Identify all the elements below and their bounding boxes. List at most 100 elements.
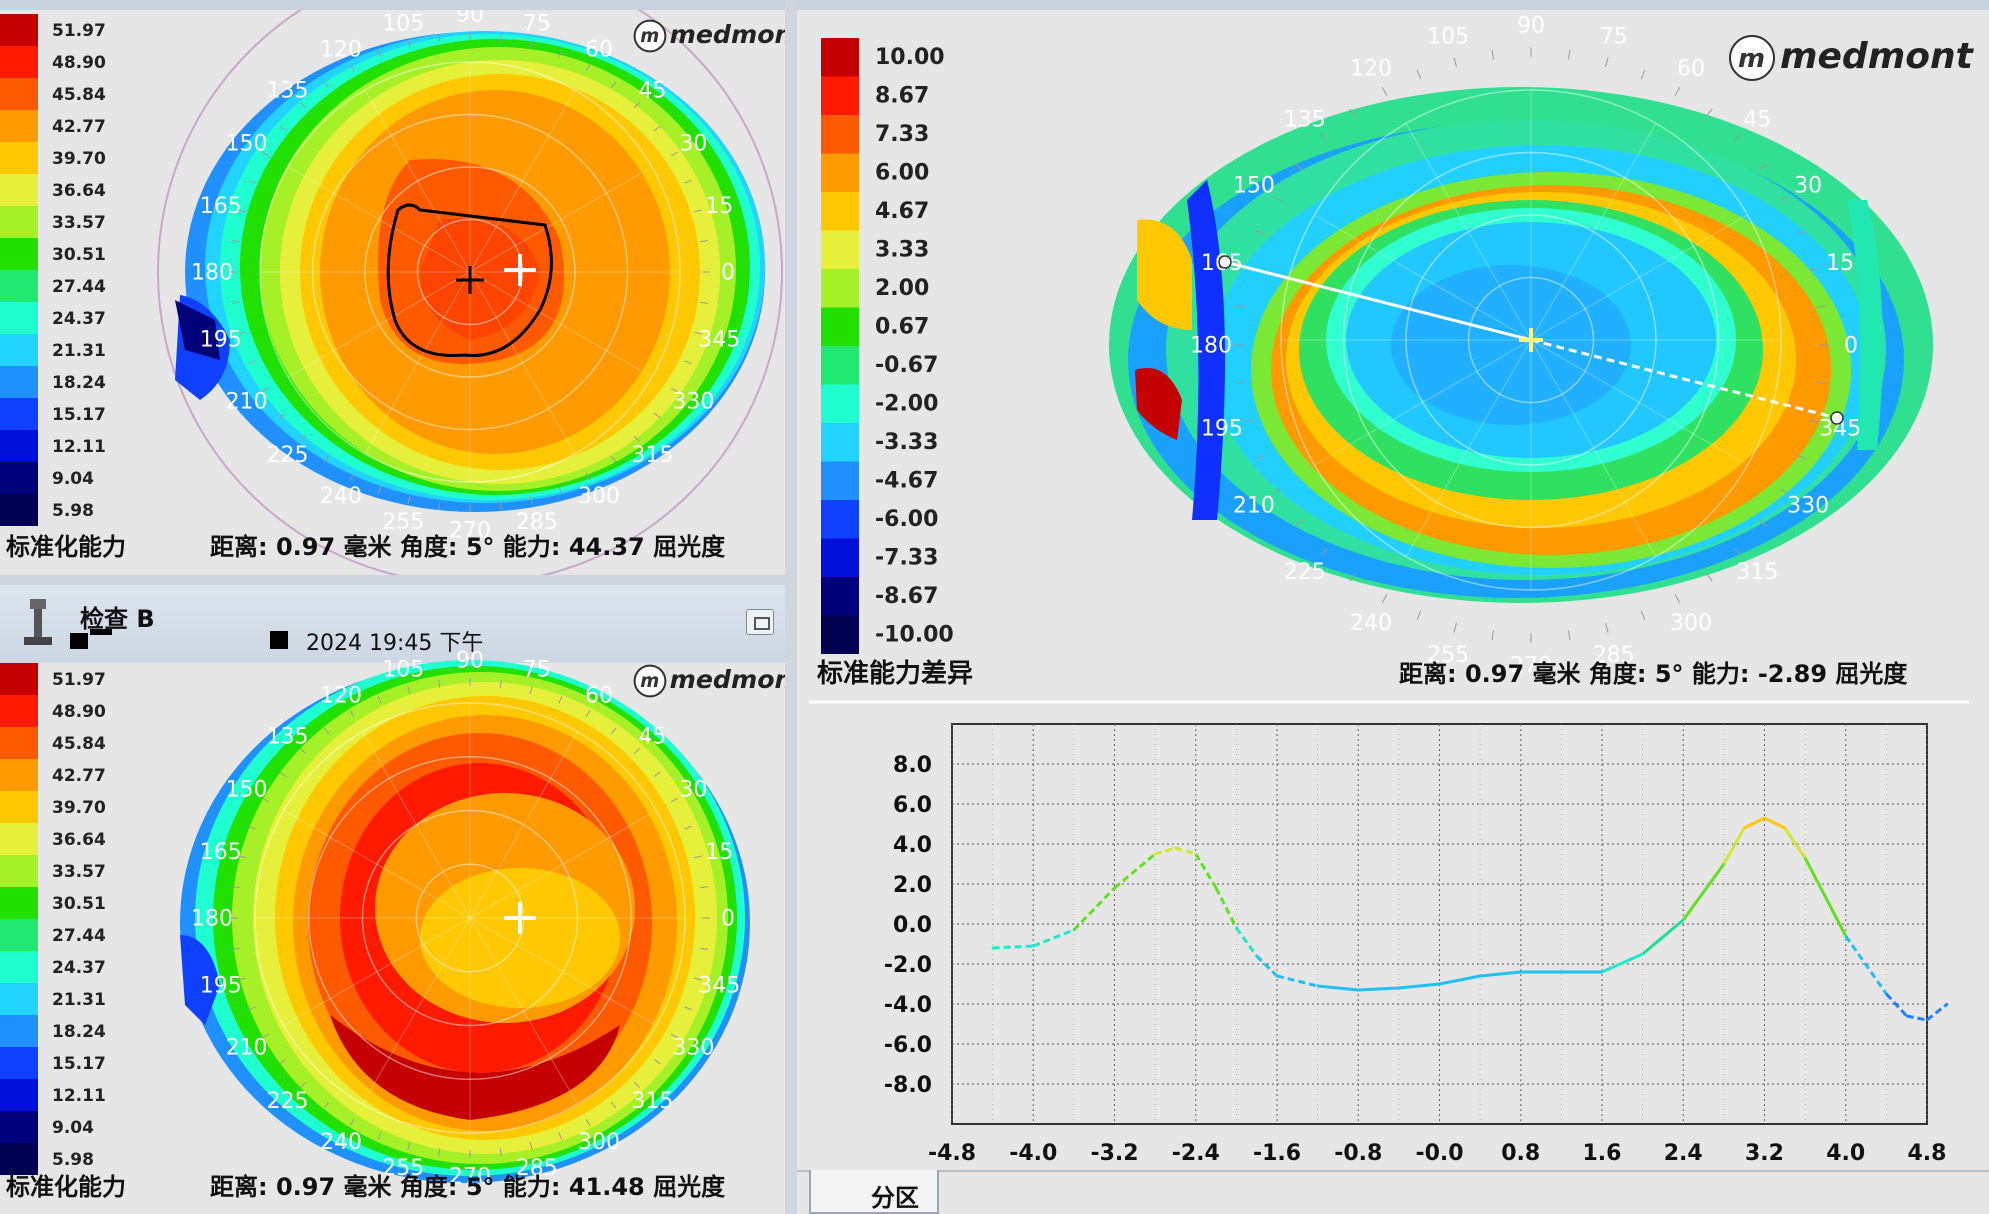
angle-tick — [232, 886, 240, 889]
scale-label: 8.67 — [875, 84, 929, 109]
chart-data-point — [1722, 863, 1725, 865]
horizontal-splitter[interactable] — [0, 575, 785, 585]
scale-label: 27.44 — [52, 277, 106, 297]
chart-x-tick-label: -0.8 — [1334, 1141, 1382, 1166]
chart-series-segment — [1439, 974, 1481, 986]
chart-y-tick-label: 8.0 — [893, 753, 932, 778]
angle-tick — [438, 1148, 441, 1156]
chart-x-tick-label: -0.0 — [1415, 1141, 1463, 1166]
angle-tick — [1674, 594, 1681, 603]
chart-data-point — [1844, 935, 1847, 937]
exam-b-footer-label: 标准化能力 — [6, 1173, 126, 1201]
angle-label: 135 — [1284, 107, 1326, 132]
exam-b-pane: 检查 B 2024 19:45 下午 90 105 120 135 150 165 180 1… — [0, 585, 785, 1214]
grid-spoke — [283, 810, 657, 1026]
angle-tick — [1759, 519, 1768, 527]
medmont-logo-text: medmont — [670, 20, 785, 49]
redacted-block — [70, 629, 112, 649]
angle-tick — [1320, 134, 1328, 142]
angle-tick — [279, 771, 287, 778]
angle-tick — [1273, 488, 1282, 495]
angle-tick — [1491, 630, 1494, 641]
scale-label: 33.57 — [52, 862, 106, 882]
angle-tick — [499, 502, 502, 510]
angle-tick — [377, 486, 382, 494]
angle-label: 285 — [1593, 643, 1635, 668]
angle-tick — [1640, 69, 1646, 80]
scale-label: 45.84 — [52, 85, 106, 105]
tab-zones[interactable]: 分区 — [809, 1170, 939, 1214]
scale-swatch — [0, 759, 38, 791]
angle-label: 285 — [516, 510, 558, 535]
scale-swatch — [821, 384, 859, 423]
scale-swatch — [0, 430, 38, 462]
chart-y-tick-label: 2.0 — [893, 873, 932, 898]
map-zone — [180, 935, 220, 1025]
angle-tick — [1809, 267, 1819, 271]
scale-swatch — [821, 615, 859, 654]
scale-label: 0.67 — [875, 315, 929, 340]
angle-tick — [1255, 230, 1266, 236]
angle-label: 195 — [1201, 417, 1243, 442]
scale-label: 18.24 — [52, 373, 106, 393]
angle-tick — [684, 1006, 692, 1011]
angle-tick — [670, 151, 679, 157]
angle-tick — [1294, 163, 1303, 171]
map-zone — [1391, 265, 1631, 425]
medmont-logo-icon — [633, 664, 667, 698]
scale-label: -0.67 — [875, 353, 938, 378]
chart-series-segment — [1175, 846, 1197, 856]
angle-label: 345 — [698, 973, 740, 998]
scale-swatch — [0, 46, 38, 78]
chart-series-segment — [1276, 974, 1318, 988]
angle-label: 180 — [191, 907, 233, 932]
angle-tick — [558, 1132, 563, 1140]
angle-tick — [238, 977, 246, 981]
angle-label: 270 — [449, 1165, 491, 1190]
medmont-logo-mark: m — [1738, 44, 1765, 74]
angle-tick — [1796, 230, 1807, 236]
chart-series-segment — [1255, 954, 1279, 978]
chart-x-tick-label: 0.8 — [1501, 1141, 1540, 1166]
chart-x-tick-label: 2.4 — [1664, 1141, 1703, 1166]
angle-label: 0 — [721, 907, 735, 932]
chart-x-tick-label: 3.2 — [1745, 1141, 1784, 1166]
scale-swatch — [0, 270, 38, 302]
restore-button[interactable] — [746, 609, 774, 635]
chart-data-point — [1926, 1019, 1928, 1021]
angle-tick — [499, 1148, 502, 1156]
scale-label: 15.17 — [52, 405, 106, 425]
chart-x-tick-label: -4.8 — [928, 1141, 976, 1166]
angle-tick — [1381, 87, 1388, 96]
scale-swatch — [0, 462, 38, 494]
vertical-splitter[interactable] — [785, 0, 797, 1214]
angle-tick — [653, 771, 661, 778]
angle-tick — [633, 1081, 641, 1089]
angle-tick — [377, 1132, 382, 1140]
angle-label: 210 — [226, 390, 268, 415]
scale-label: -10.00 — [875, 623, 954, 648]
angle-tick — [684, 825, 692, 830]
chart-series-segment — [1743, 816, 1766, 830]
profile-line — [1224, 260, 1532, 342]
difference-map[interactable]: 10.008.677.336.004.673.332.000.67-0.67-2… — [797, 0, 1989, 1170]
chart-data-point — [1641, 953, 1644, 955]
tab-zones-label: 分区 — [871, 1184, 919, 1212]
tab-bar: 分区 — [797, 1170, 1989, 1214]
angle-label: 285 — [516, 1156, 558, 1181]
angle-tick — [279, 125, 287, 132]
angle-tick — [232, 301, 240, 304]
angle-label: 45 — [1743, 107, 1771, 132]
scale-swatch — [821, 192, 859, 231]
exam-a-footer-label: 标准化能力 — [6, 533, 126, 561]
grid-spoke — [362, 731, 578, 1105]
scale-swatch — [0, 663, 38, 695]
chart-series-segment — [1032, 928, 1075, 948]
angle-label: 105 — [1427, 25, 1469, 50]
angle-label: 225 — [1284, 560, 1326, 585]
angle-tick — [499, 34, 502, 42]
chart-data-point — [1113, 887, 1116, 889]
scale-label: 48.90 — [52, 702, 106, 722]
